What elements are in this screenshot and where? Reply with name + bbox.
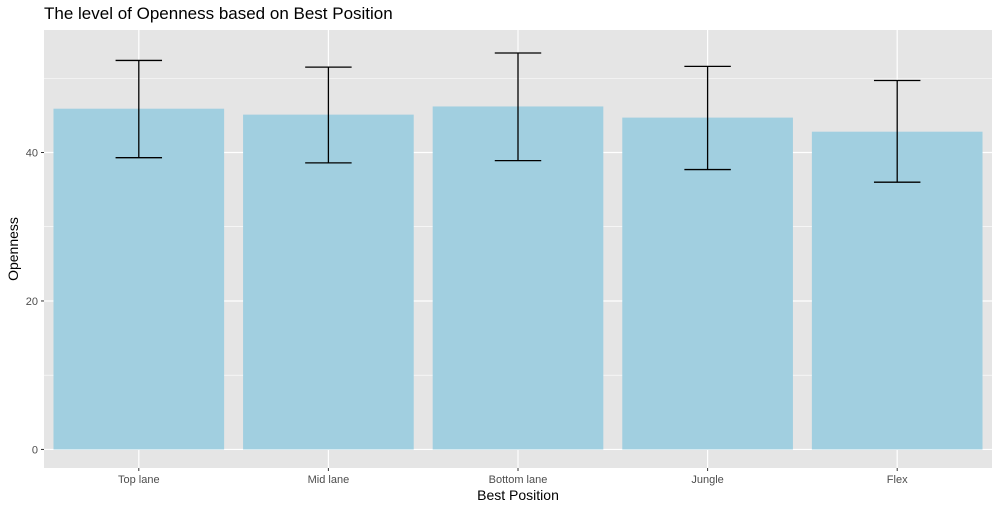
y-axis: 0 20 40	[26, 147, 44, 456]
error-bars	[115, 52, 921, 183]
y-tick-label: 20	[26, 296, 38, 308]
x-axis-title: Best Position	[477, 487, 559, 503]
x-tick-label: Jungle	[691, 474, 723, 486]
y-tick-label: 0	[32, 444, 38, 456]
bar-top-lane	[53, 108, 225, 450]
x-tick-label: Top lane	[118, 474, 160, 486]
bar-bottom-lane	[432, 106, 604, 450]
chart-title: The level of Openness based on Best Posi…	[44, 4, 393, 23]
bar-mid-lane	[243, 114, 414, 450]
y-axis-title: Openness	[5, 217, 21, 281]
x-tick-label: Mid lane	[308, 474, 350, 486]
error-bar-flex	[873, 79, 921, 183]
bar-jungle	[622, 117, 793, 450]
x-tick-label: Bottom lane	[489, 474, 548, 486]
error-bar-top-lane	[115, 59, 163, 159]
bars	[53, 106, 983, 450]
x-tick-label: Flex	[887, 474, 908, 486]
bar-flex	[811, 131, 983, 450]
error-bar-jungle	[684, 65, 731, 171]
error-bar-mid-lane	[305, 66, 352, 164]
error-bar-bottom-lane	[494, 52, 542, 162]
y-tick-label: 40	[26, 147, 38, 159]
x-axis: Top lane Mid lane Bottom lane Jungle Flex	[118, 468, 908, 486]
